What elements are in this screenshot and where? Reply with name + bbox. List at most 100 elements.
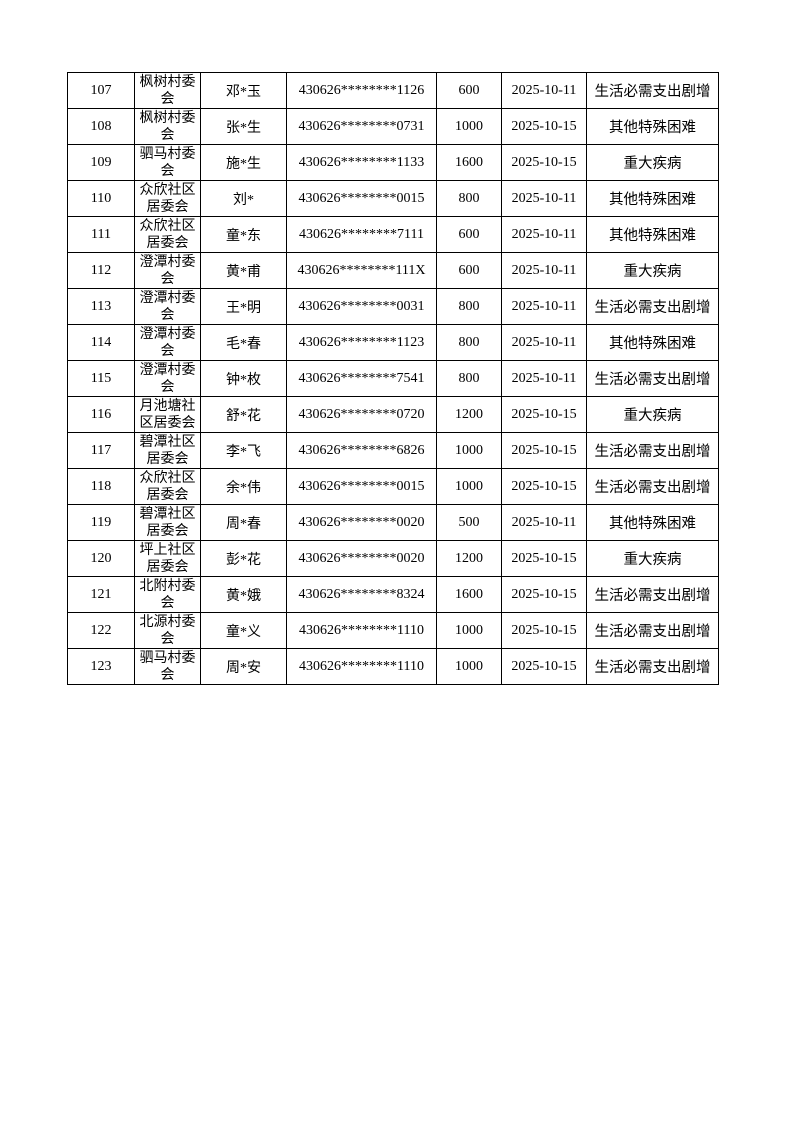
id-number-cell: 430626********0015: [286, 468, 437, 505]
amount-cell: 1200: [436, 540, 502, 577]
name-cell: 毛*春: [200, 324, 287, 361]
reason-cell: 生活必需支出剧增: [586, 360, 719, 397]
village-text: 驷马村委会: [139, 651, 196, 683]
date-cell: 2025-10-15: [501, 432, 587, 469]
name-cell: 黄*甫: [200, 252, 287, 289]
row-number-cell: 118: [67, 468, 135, 505]
name-cell: 余*伟: [200, 468, 287, 505]
amount-cell: 800: [436, 360, 502, 397]
id-number-cell: 430626********1110: [286, 648, 437, 685]
village-text: 北源村委会: [139, 615, 196, 647]
village-text: 北附村委会: [139, 579, 196, 611]
date-cell: 2025-10-15: [501, 576, 587, 613]
name-cell: 童*东: [200, 216, 287, 253]
reason-cell: 其他特殊困难: [586, 324, 719, 361]
table-row: 116 月池塘社区居委会 舒*花 430626********0720 1200 2025…: [67, 396, 719, 433]
date-cell: 2025-10-15: [501, 108, 587, 145]
village-text: 众欣社区居委会: [139, 219, 196, 251]
village-cell: 众欣社区居委会: [134, 216, 201, 253]
table-row: 111 众欣社区居委会 童*东 430626********7111 600 2025-1…: [67, 216, 719, 253]
village-text: 枫树村委会: [139, 111, 196, 143]
reason-cell: 生活必需支出剧增: [586, 432, 719, 469]
village-cell: 北源村委会: [134, 612, 201, 649]
reason-cell: 重大疾病: [586, 144, 719, 181]
reason-cell: 重大疾病: [586, 252, 719, 289]
amount-cell: 1000: [436, 612, 502, 649]
id-number-cell: 430626********0720: [286, 396, 437, 433]
date-cell: 2025-10-11: [501, 288, 587, 325]
village-cell: 众欣社区居委会: [134, 468, 201, 505]
name-cell: 邓*玉: [200, 72, 287, 109]
village-cell: 碧潭社区居委会: [134, 504, 201, 541]
row-number-cell: 120: [67, 540, 135, 577]
amount-cell: 800: [436, 324, 502, 361]
amount-cell: 500: [436, 504, 502, 541]
village-cell: 枫树村委会: [134, 108, 201, 145]
village-cell: 驷马村委会: [134, 144, 201, 181]
date-cell: 2025-10-15: [501, 468, 587, 505]
village-cell: 澄潭村委会: [134, 288, 201, 325]
amount-cell: 800: [436, 180, 502, 217]
table-row: 122 北源村委会 童*义 430626********1110 1000 2025-10…: [67, 612, 719, 649]
amount-cell: 1600: [436, 144, 502, 181]
name-cell: 张*生: [200, 108, 287, 145]
village-text: 众欣社区居委会: [139, 183, 196, 215]
amount-cell: 600: [436, 72, 502, 109]
table-row: 123 驷马村委会 周*安 430626********1110 1000 2025-10…: [67, 648, 719, 685]
id-number-cell: 430626********1110: [286, 612, 437, 649]
row-number-cell: 107: [67, 72, 135, 109]
date-cell: 2025-10-11: [501, 504, 587, 541]
village-cell: 驷马村委会: [134, 648, 201, 685]
table-body: 107 枫树村委会 邓*玉 430626********1126 600 2025-10-…: [67, 72, 719, 685]
date-cell: 2025-10-11: [501, 324, 587, 361]
amount-cell: 600: [436, 252, 502, 289]
id-number-cell: 430626********0015: [286, 180, 437, 217]
date-cell: 2025-10-11: [501, 180, 587, 217]
reason-cell: 其他特殊困难: [586, 504, 719, 541]
name-cell: 黄*娥: [200, 576, 287, 613]
name-cell: 刘*: [200, 180, 287, 217]
date-cell: 2025-10-15: [501, 540, 587, 577]
village-cell: 坪上社区居委会: [134, 540, 201, 577]
row-number-cell: 112: [67, 252, 135, 289]
table-row: 115 澄潭村委会 钟*枚 430626********7541 800 2025-10-…: [67, 360, 719, 397]
village-cell: 众欣社区居委会: [134, 180, 201, 217]
row-number-cell: 121: [67, 576, 135, 613]
reason-cell: 其他特殊困难: [586, 216, 719, 253]
village-text: 碧潭社区居委会: [139, 507, 196, 539]
row-number-cell: 115: [67, 360, 135, 397]
row-number-cell: 123: [67, 648, 135, 685]
village-cell: 碧潭社区居委会: [134, 432, 201, 469]
name-cell: 周*安: [200, 648, 287, 685]
village-cell: 月池塘社区居委会: [134, 396, 201, 433]
name-cell: 舒*花: [200, 396, 287, 433]
date-cell: 2025-10-15: [501, 144, 587, 181]
village-cell: 枫树村委会: [134, 72, 201, 109]
village-cell: 北附村委会: [134, 576, 201, 613]
id-number-cell: 430626********1133: [286, 144, 437, 181]
reason-cell: 其他特殊困难: [586, 180, 719, 217]
id-number-cell: 430626********0020: [286, 540, 437, 577]
table-row: 108 枫树村委会 张*生 430626********0731 1000 2025-10…: [67, 108, 719, 145]
village-text: 众欣社区居委会: [139, 471, 196, 503]
amount-cell: 1000: [436, 648, 502, 685]
amount-cell: 800: [436, 288, 502, 325]
id-number-cell: 430626********0020: [286, 504, 437, 541]
row-number-cell: 117: [67, 432, 135, 469]
table-row: 120 坪上社区居委会 彭*花 430626********0020 1200 2025-…: [67, 540, 719, 577]
amount-cell: 1000: [436, 432, 502, 469]
table-row: 110 众欣社区居委会 刘* 430626********0015 800 2025-10…: [67, 180, 719, 217]
date-cell: 2025-10-15: [501, 396, 587, 433]
id-number-cell: 430626********7111: [286, 216, 437, 253]
relief-table: 107 枫树村委会 邓*玉 430626********1126 600 2025-10-…: [67, 72, 719, 685]
reason-cell: 生活必需支出剧增: [586, 612, 719, 649]
row-number-cell: 110: [67, 180, 135, 217]
date-cell: 2025-10-11: [501, 360, 587, 397]
village-text: 澄潭村委会: [139, 363, 196, 395]
row-number-cell: 113: [67, 288, 135, 325]
village-text: 澄潭村委会: [139, 291, 196, 323]
table-row: 118 众欣社区居委会 余*伟 430626********0015 1000 2025-…: [67, 468, 719, 505]
village-text: 月池塘社区居委会: [139, 399, 196, 431]
date-cell: 2025-10-15: [501, 612, 587, 649]
date-cell: 2025-10-11: [501, 72, 587, 109]
